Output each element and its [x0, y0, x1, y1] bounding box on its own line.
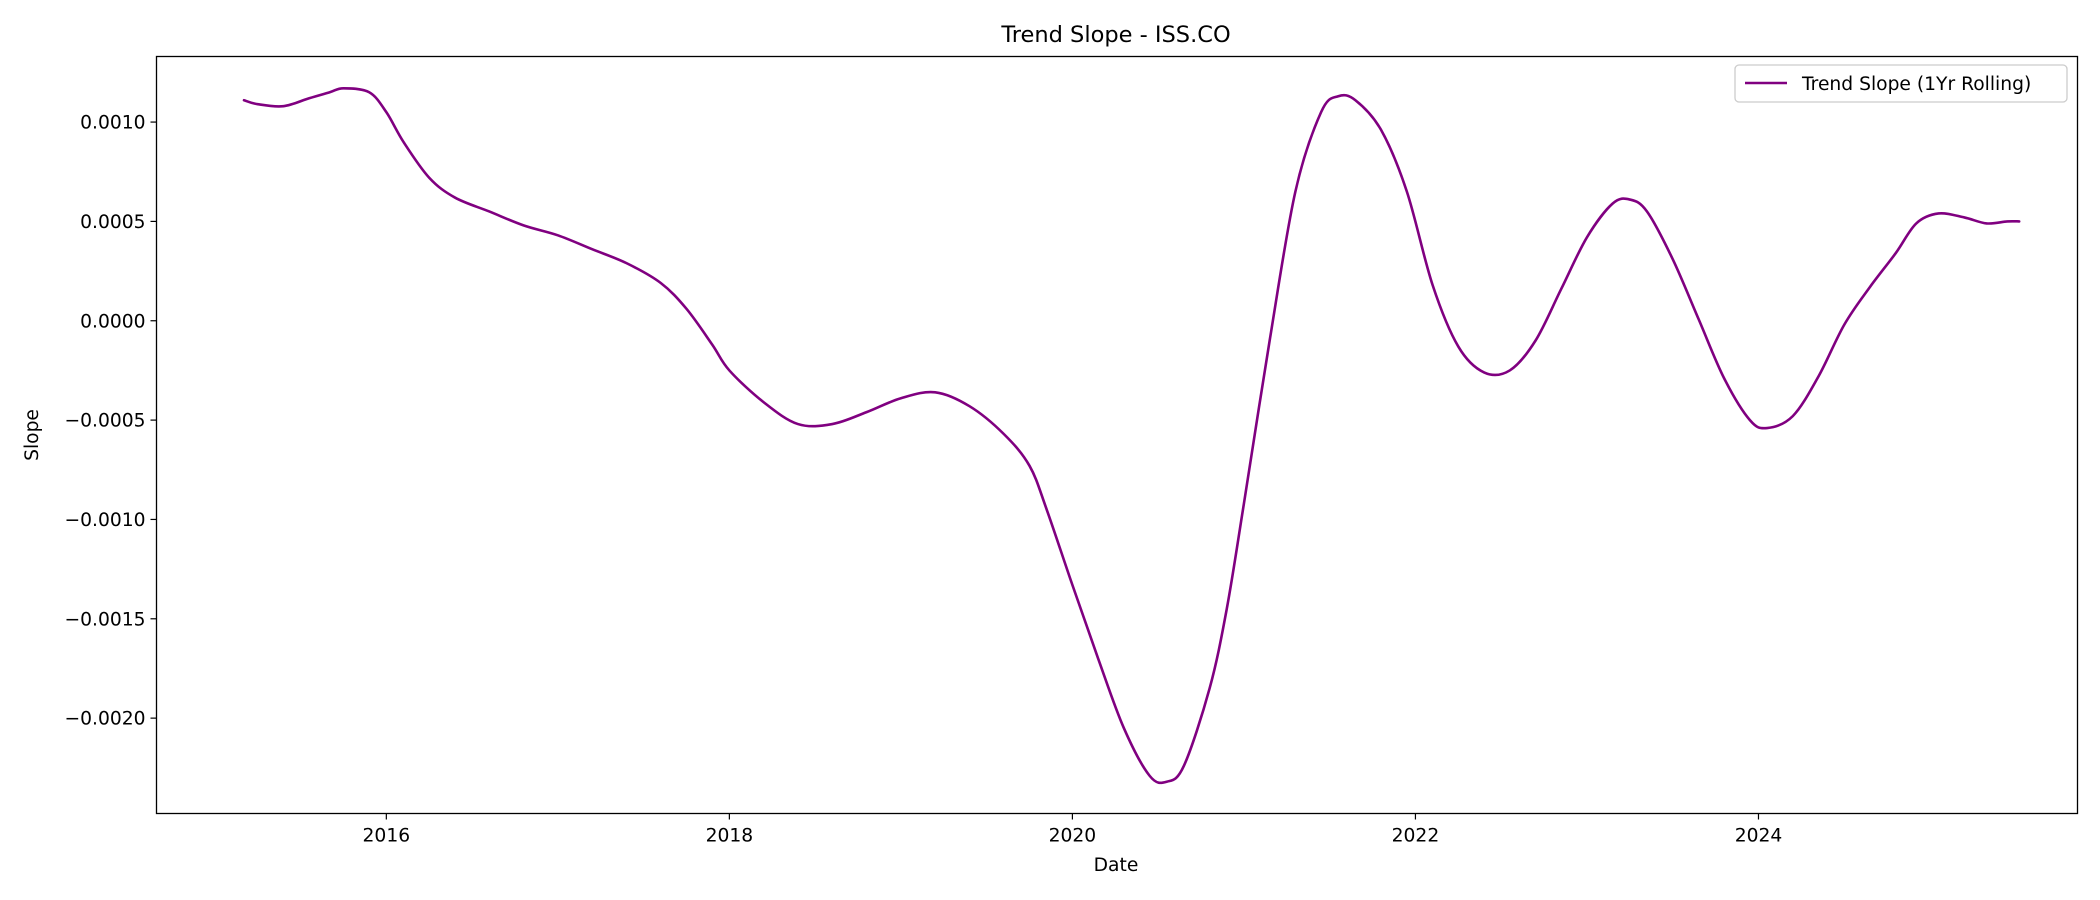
x-axis: 2016 2018 2020 2022 2024	[363, 813, 1783, 847]
x-tick-label: 2018	[706, 826, 754, 847]
legend-label: Trend Slope (1Yr Rolling)	[1801, 74, 2031, 95]
legend-box	[1734, 64, 2068, 103]
plot-frame	[155, 55, 2079, 815]
x-axis-label: Date	[1094, 855, 1139, 876]
y-tick-label: −0.0010	[64, 510, 145, 531]
y-tick-label: 0.0005	[80, 212, 145, 233]
y-tick-label: 0.0000	[80, 311, 145, 332]
series-layer	[242, 86, 2021, 785]
x-tick-label: 2016	[363, 826, 411, 847]
x-tick-label: 2022	[1392, 826, 1440, 847]
legend: Trend Slope (1Yr Rolling)	[1734, 64, 2068, 103]
x-tick-label: 2024	[1735, 826, 1783, 847]
series-line-trend-slope	[242, 86, 2021, 785]
plot-area	[155, 55, 2079, 815]
y-tick-label: −0.0005	[64, 411, 145, 432]
y-axis: 0.0010 0.0005 0.0000 −0.0005 −0.0010 −0.0015 −…	[64, 113, 157, 730]
y-tick-label: −0.0015	[64, 609, 145, 630]
y-tick-label: 0.0010	[80, 113, 145, 134]
y-axis-label: Slope	[22, 409, 43, 461]
y-tick-label: −0.0020	[64, 709, 145, 730]
x-tick-label: 2020	[1049, 826, 1097, 847]
chart-title: Trend Slope - ISS.CO	[1000, 22, 1230, 48]
